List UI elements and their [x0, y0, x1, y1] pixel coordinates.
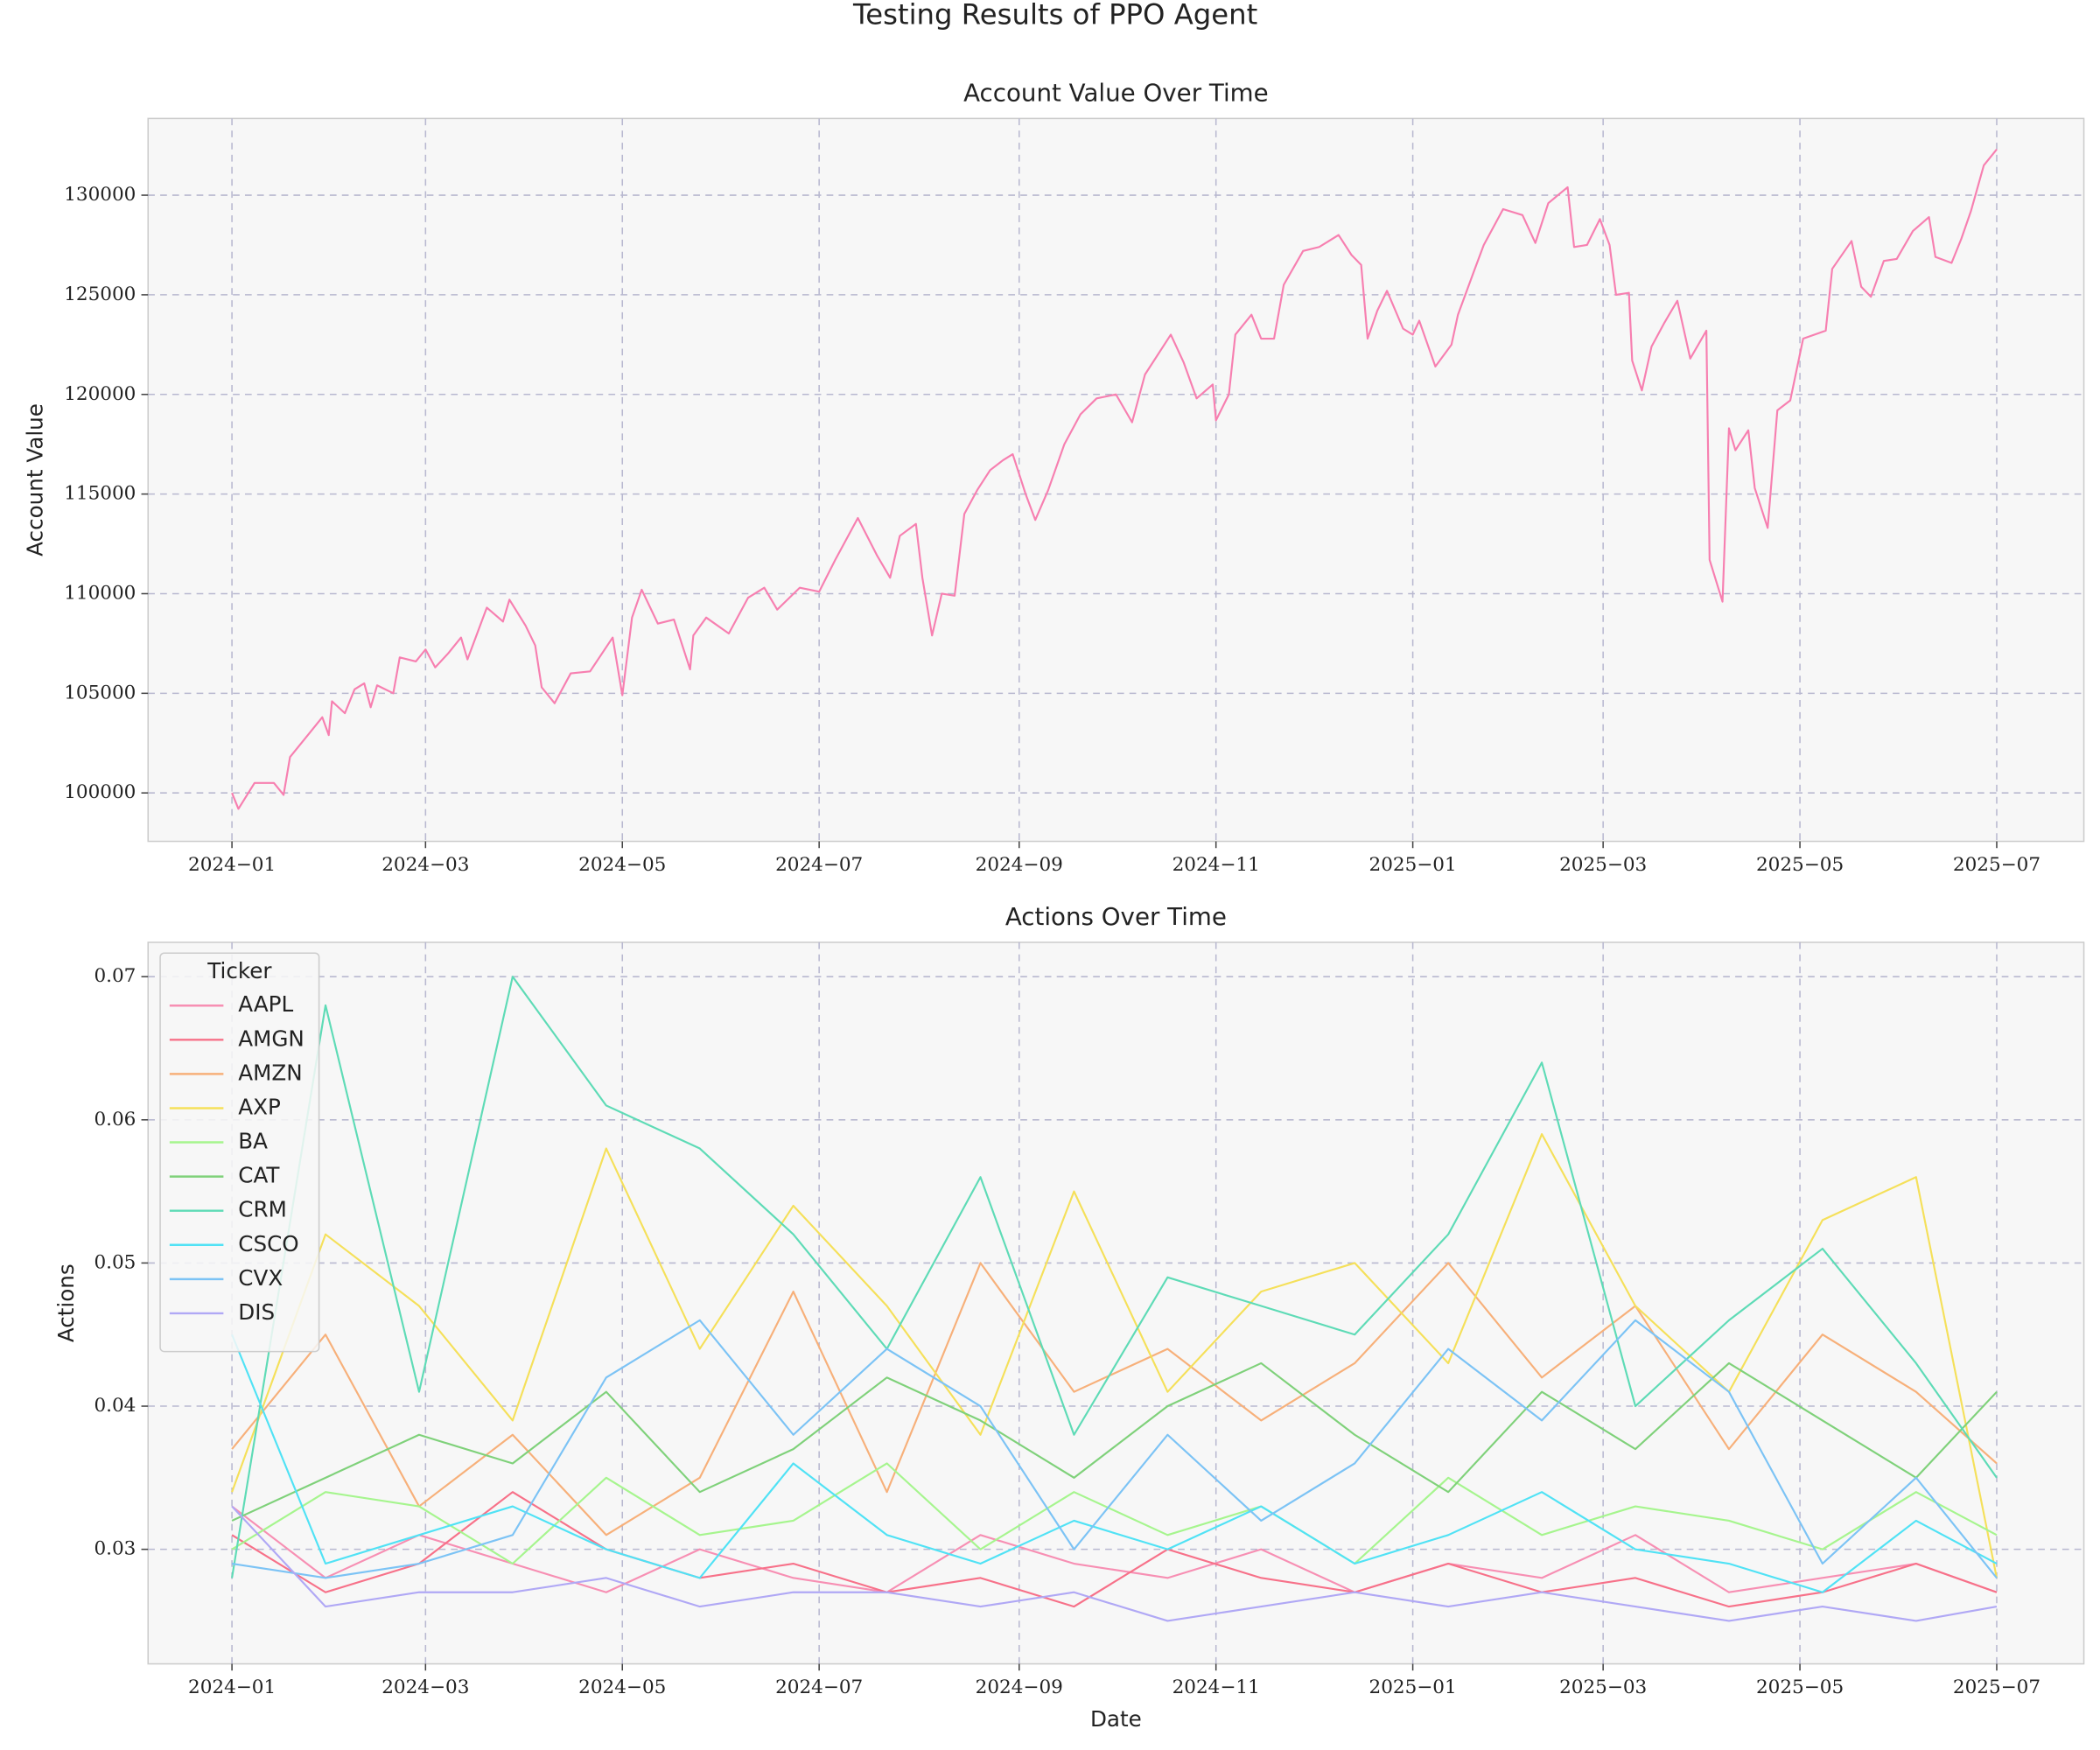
plot-area [147, 942, 2085, 1665]
data-line [231, 1362, 1998, 1522]
figure-title: Testing Results of PPO Agent [852, 0, 1257, 31]
x-axis-label: Date [1090, 1706, 1142, 1732]
x-tick-label: 2025−01 [1369, 1676, 1457, 1698]
y-axis-label: Account Value [23, 403, 48, 556]
data-line [231, 976, 1998, 1578]
y-tick-label: 110000 [64, 582, 136, 604]
legend-label: BA [238, 1129, 268, 1154]
x-tick-label: 2025−07 [1953, 1676, 2040, 1698]
y-tick-label: 0.06 [94, 1109, 136, 1130]
y-tick-label: 100000 [64, 781, 136, 803]
data-line [231, 148, 1998, 810]
y-tick-label: 0.04 [94, 1395, 136, 1417]
data-line [231, 1462, 1998, 1565]
x-tick-label: 2025−03 [1559, 1676, 1647, 1698]
plot-area [147, 117, 2085, 843]
x-tick-label: 2024−05 [578, 1676, 666, 1698]
x-tick-label: 2025−07 [1953, 854, 2040, 876]
y-tick-label: 130000 [64, 184, 136, 206]
x-tick-label: 2024−07 [775, 854, 863, 876]
legend-label: AAPL [238, 991, 293, 1017]
data-line [231, 1505, 1998, 1622]
data-line [231, 1505, 1998, 1593]
x-tick-label: 2024−03 [382, 854, 469, 876]
subplot-title: Actions Over Time [1005, 902, 1227, 931]
y-tick-label: 115000 [64, 483, 136, 505]
y-tick-label: 105000 [64, 682, 136, 704]
x-tick-label: 2024−09 [976, 1676, 1063, 1698]
x-tick-label: 2024−11 [1172, 854, 1260, 876]
x-tick-label: 2025−01 [1369, 854, 1457, 876]
legend-label: AMGN [238, 1026, 304, 1051]
x-tick-label: 2024−09 [976, 854, 1063, 876]
x-tick-label: 2024−07 [775, 1676, 863, 1698]
y-tick-label: 0.07 [94, 965, 136, 987]
x-tick-label: 2024−01 [188, 854, 276, 876]
x-tick-label: 2024−11 [1172, 1676, 1260, 1698]
y-tick-label: 120000 [64, 383, 136, 405]
y-tick-label: 0.05 [94, 1251, 136, 1273]
x-tick-label: 2025−03 [1559, 854, 1647, 876]
x-tick-label: 2025−05 [1756, 1676, 1844, 1698]
legend-box [159, 952, 320, 1353]
x-tick-label: 2024−03 [382, 1676, 469, 1698]
subplot-title: Account Value Over Time [963, 79, 1269, 108]
legend-label: CSCO [238, 1231, 298, 1256]
x-tick-label: 2024−05 [578, 854, 666, 876]
legend-title: Ticker [206, 958, 272, 984]
data-line [231, 1334, 1998, 1593]
legend-label: AMZN [238, 1060, 302, 1085]
legend: Ticker AAPL AMGN AMZN AXP BA CAT CRM CSCO CVX DIS [159, 952, 320, 1353]
x-tick-label: 2024−01 [188, 1676, 276, 1698]
legend-label: CAT [238, 1163, 280, 1188]
y-tick-label: 0.03 [94, 1538, 136, 1560]
legend-label: AXP [238, 1094, 281, 1119]
x-tick-label: 2025−05 [1756, 854, 1844, 876]
y-tick-label: 125000 [64, 284, 136, 305]
y-axis-label: Actions [53, 1264, 79, 1342]
data-line [231, 1319, 1998, 1579]
legend-label: CVX [238, 1265, 283, 1291]
legend-label: CRM [238, 1197, 287, 1222]
legend-label: DIS [238, 1299, 275, 1325]
data-line [231, 1491, 1998, 1608]
